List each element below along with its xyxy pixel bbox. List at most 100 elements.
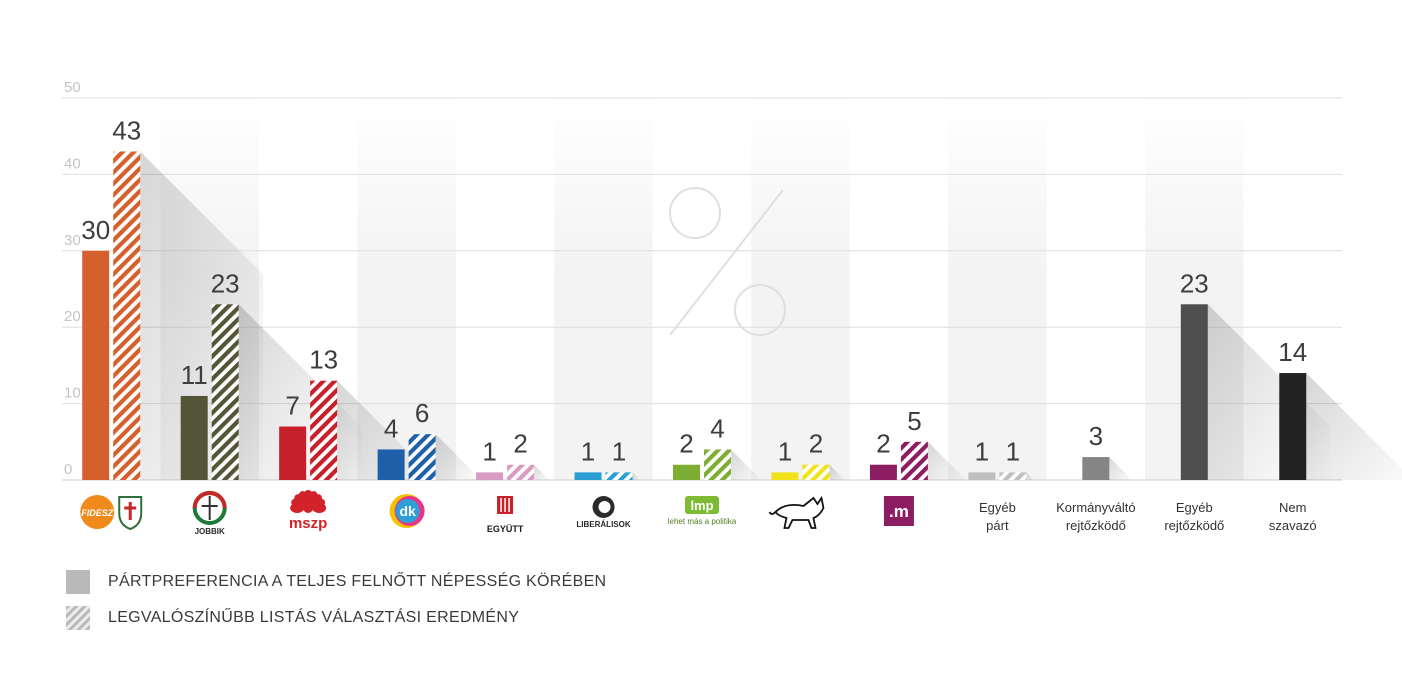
- category-label-text: Egyéb: [1176, 500, 1213, 515]
- liberalisok-text: LIBERÁLISOK: [576, 520, 630, 529]
- bar-shadow: [927, 441, 970, 484]
- legend-label-striped: LEGVALÓSZÍNŰBB LISTÁS VÁLASZTÁSI EREDMÉN…: [108, 609, 520, 626]
- mszp-flower-center: [303, 503, 314, 513]
- value-label: 4: [710, 413, 724, 443]
- category-label: Nem szavazó: [1269, 500, 1317, 533]
- bar-solid: [279, 426, 307, 480]
- y-tick-label: 40: [64, 155, 81, 172]
- bar-shadow: [435, 434, 487, 485]
- category-label-text: szavazó: [1269, 518, 1317, 533]
- legend: PÁRTPREFERENCIA A TELJES FELNŐTT NÉPESSÉ…: [66, 570, 606, 642]
- dog-tail: [768, 511, 777, 515]
- liberalisok-logo: LIBERÁLISOK: [576, 496, 631, 529]
- value-label: 5: [907, 406, 921, 436]
- value-label: 2: [513, 429, 527, 459]
- y-tick-label: 50: [64, 79, 81, 96]
- value-label: 1: [612, 436, 626, 466]
- value-label: 23: [211, 268, 240, 298]
- bar-striped: [507, 464, 535, 480]
- category-label-text: párt: [986, 518, 1009, 533]
- value-label: 6: [415, 398, 429, 428]
- percent-circle-top: [669, 187, 721, 239]
- mkkp-dog-logo: [768, 495, 825, 529]
- percent-circle-bottom: [734, 284, 786, 336]
- egyutt-flag-stripes: [500, 498, 510, 512]
- value-label: 1: [1006, 436, 1020, 466]
- band: [554, 98, 653, 480]
- band: [357, 98, 456, 480]
- bar-solid: [869, 464, 897, 480]
- momentum-logo: .m: [883, 496, 914, 526]
- liberalisok-inner: [598, 501, 611, 513]
- dog-icon: [774, 495, 825, 529]
- lmp-logo: lmp lehet más a politika: [668, 496, 737, 526]
- legend-item-striped: LEGVALÓSZÍNŰBB LISTÁS VÁLASZTÁSI EREDMÉN…: [66, 606, 606, 630]
- value-label: 7: [285, 391, 299, 421]
- bar-solid: [377, 449, 405, 480]
- lmp-text: lmp: [690, 498, 713, 513]
- band: [751, 98, 850, 480]
- legend-label-solid: PÁRTPREFERENCIA A TELJES FELNŐTT NÉPESSÉ…: [108, 573, 607, 590]
- bar-shadow: [632, 472, 641, 481]
- bar-solid: [180, 395, 208, 480]
- lmp-tagline: lehet más a politika: [668, 517, 737, 526]
- y-tick-label: 0: [64, 461, 72, 478]
- category-label-text: Kormányváltó: [1056, 500, 1135, 515]
- value-label: 2: [876, 429, 890, 459]
- jobbik-logo: JOBBIK: [192, 491, 227, 536]
- bar-solid: [574, 472, 602, 480]
- bar-striped: [113, 151, 141, 481]
- jobbik-arc: [192, 491, 227, 509]
- value-label: 14: [1278, 337, 1307, 367]
- percent-decoration: [669, 187, 786, 336]
- bar-shadow: [829, 464, 847, 482]
- fidesz-circle: [80, 495, 115, 529]
- value-label: 2: [809, 429, 823, 459]
- bar-solid: [1082, 457, 1110, 480]
- mszp-text: mszp: [289, 515, 327, 532]
- y-tick-label: 30: [64, 232, 81, 249]
- legend-swatch-striped: [66, 606, 90, 630]
- bar-solid: [673, 464, 700, 480]
- value-label: 2: [679, 429, 693, 459]
- bar-shadow: [731, 449, 765, 484]
- bar-striped: [900, 441, 928, 480]
- bar-shadow: [534, 464, 551, 482]
- category-label: Egyéb párt: [979, 500, 1016, 533]
- dk-text: dk: [399, 503, 416, 519]
- bar-striped: [999, 472, 1027, 480]
- egyutt-logo: EGYÜTT: [487, 496, 524, 534]
- value-label: 23: [1180, 268, 1209, 298]
- value-label: 13: [309, 345, 338, 375]
- jobbik-cross-icon: [201, 496, 218, 520]
- category-label-text: Nem: [1279, 500, 1306, 515]
- fidesz-text: FIDESZ: [81, 508, 114, 518]
- jobbik-text: JOBBIK: [195, 527, 225, 536]
- bar-shadow: [1109, 457, 1135, 483]
- dk-logo: dk: [389, 494, 425, 528]
- fidesz-kdnp-logo: FIDESZ: [80, 495, 143, 531]
- category-label-text: rejtőzködő: [1164, 518, 1224, 533]
- value-label: 1: [975, 436, 989, 466]
- bar-solid: [771, 472, 799, 480]
- bar-striped: [310, 380, 338, 480]
- bar-striped: [704, 449, 731, 480]
- bar-striped: [605, 472, 633, 480]
- momentum-text: .m: [889, 502, 909, 521]
- legend-item-solid: PÁRTPREFERENCIA A TELJES FELNŐTT NÉPESSÉ…: [66, 570, 606, 594]
- dk-ring-blue: [395, 499, 420, 523]
- bar-solid: [1279, 373, 1307, 480]
- bar-shadow: [1306, 373, 1402, 480]
- bar-solid: [1180, 304, 1208, 480]
- y-tick-label: 20: [64, 308, 81, 325]
- bar-shadow: [1026, 472, 1035, 481]
- y-tick-label: 10: [64, 385, 81, 402]
- value-label: 3: [1089, 421, 1103, 451]
- category-label: Egyéb rejtőzködő: [1164, 500, 1224, 533]
- category-label-text: rejtőzködő: [1066, 518, 1126, 533]
- mszp-petal: [312, 503, 327, 513]
- bar-solid: [968, 472, 996, 480]
- kdnp-cross-icon: [124, 502, 137, 520]
- value-label: 4: [384, 413, 398, 443]
